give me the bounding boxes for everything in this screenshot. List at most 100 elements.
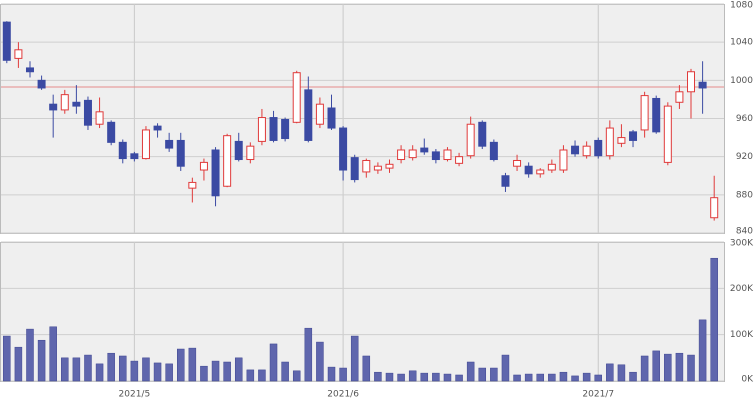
candle-body <box>663 105 672 163</box>
candle-body <box>431 151 440 161</box>
y-tick-label: 1000 <box>730 76 753 86</box>
candle-body <box>199 161 208 171</box>
candle-body <box>455 156 464 164</box>
candle-body <box>281 118 290 140</box>
volume-bar <box>130 360 139 382</box>
candle-body <box>594 139 603 157</box>
volume-bar <box>269 343 278 382</box>
candle-body <box>234 140 243 161</box>
volume-bar <box>513 374 521 382</box>
volume-bar <box>455 374 463 382</box>
y-tick-label: 1080 <box>730 1 753 11</box>
volume-bar <box>350 335 359 382</box>
candle-body <box>107 121 116 143</box>
candle-body <box>687 71 696 93</box>
x-tick-label: 2021/6 <box>327 390 359 400</box>
y-tick-label: 300K <box>730 239 754 249</box>
volume-bar <box>664 353 672 382</box>
candle-body <box>478 121 487 147</box>
candle-body <box>652 97 661 133</box>
candle-body <box>373 165 382 171</box>
volume-bar <box>675 352 684 382</box>
candle-body <box>617 137 626 144</box>
candle-body <box>315 103 324 125</box>
candle-body <box>605 127 614 157</box>
y-tick-label: 880 <box>736 190 753 200</box>
candle-body <box>559 149 568 171</box>
volume-bar <box>640 355 649 382</box>
volume-bar <box>339 367 347 382</box>
candle-body <box>25 67 34 73</box>
candle-body <box>339 127 348 171</box>
volume-bar <box>258 369 266 382</box>
x-tick-label: 2021/7 <box>582 390 614 400</box>
volume-bar <box>652 350 660 382</box>
volume-bar <box>153 362 162 382</box>
candle-body <box>501 175 510 187</box>
volume-bar <box>408 370 417 382</box>
candle-body <box>188 181 197 189</box>
candle-body <box>292 72 301 123</box>
volume-bar <box>582 372 591 382</box>
candle-body <box>269 117 278 141</box>
volume-bar <box>432 372 440 382</box>
volume-bar <box>107 352 115 382</box>
volume-bar <box>397 373 405 382</box>
volume-bar <box>84 354 92 382</box>
volume-bar <box>49 326 57 382</box>
volume-bar <box>142 357 150 382</box>
candle-body <box>130 153 139 160</box>
candle-body <box>675 91 684 103</box>
volume-bar <box>571 375 579 382</box>
candle-body <box>536 169 545 175</box>
volume-bar <box>698 319 707 382</box>
volume-bar <box>200 365 208 382</box>
y-tick-label: 840 <box>736 227 753 237</box>
volume-bar <box>490 367 498 382</box>
candle-body <box>408 149 417 159</box>
candle-body <box>223 135 232 187</box>
volume-bar <box>524 373 533 382</box>
candle-body <box>83 99 92 126</box>
candle-body <box>60 94 69 111</box>
y-tick-label: 1040 <box>730 38 753 48</box>
y-tick-label: 0K <box>741 375 754 385</box>
candle-body <box>153 125 162 131</box>
volume-bar <box>420 372 429 382</box>
candle-body <box>547 163 556 171</box>
volume-bar <box>72 357 81 382</box>
volume-bar <box>95 363 104 382</box>
volume-bar <box>710 257 718 382</box>
candle-body <box>513 159 522 167</box>
volume-bar <box>223 361 231 382</box>
volume-bar <box>501 354 510 382</box>
candle-body <box>466 123 475 157</box>
candle-body <box>165 139 174 149</box>
volume-bar <box>177 348 185 382</box>
candle-body <box>362 159 371 173</box>
candle-body <box>327 107 336 129</box>
candle-body <box>443 149 452 161</box>
candle-body <box>397 149 406 161</box>
candle-body <box>350 157 359 181</box>
volume-bar <box>536 373 544 382</box>
volume-bar <box>687 354 695 382</box>
volume-bar <box>119 355 127 382</box>
candle-body <box>118 141 127 160</box>
volume-bar <box>594 374 602 382</box>
volume-bar <box>304 327 313 382</box>
volume-bar <box>281 361 289 382</box>
volume-bar <box>606 363 614 382</box>
volume-bar <box>61 357 69 382</box>
y-tick-label: 960 <box>736 114 753 124</box>
volume-bar <box>26 328 34 382</box>
candle-body <box>176 139 185 167</box>
volume-bar <box>362 355 371 382</box>
candle-body <box>524 165 533 175</box>
volume-bar <box>478 367 487 382</box>
candle-body <box>304 89 313 141</box>
volume-bar <box>14 346 23 382</box>
volume-bar <box>3 335 11 382</box>
candle-body <box>246 145 255 161</box>
candle-body <box>141 129 150 160</box>
